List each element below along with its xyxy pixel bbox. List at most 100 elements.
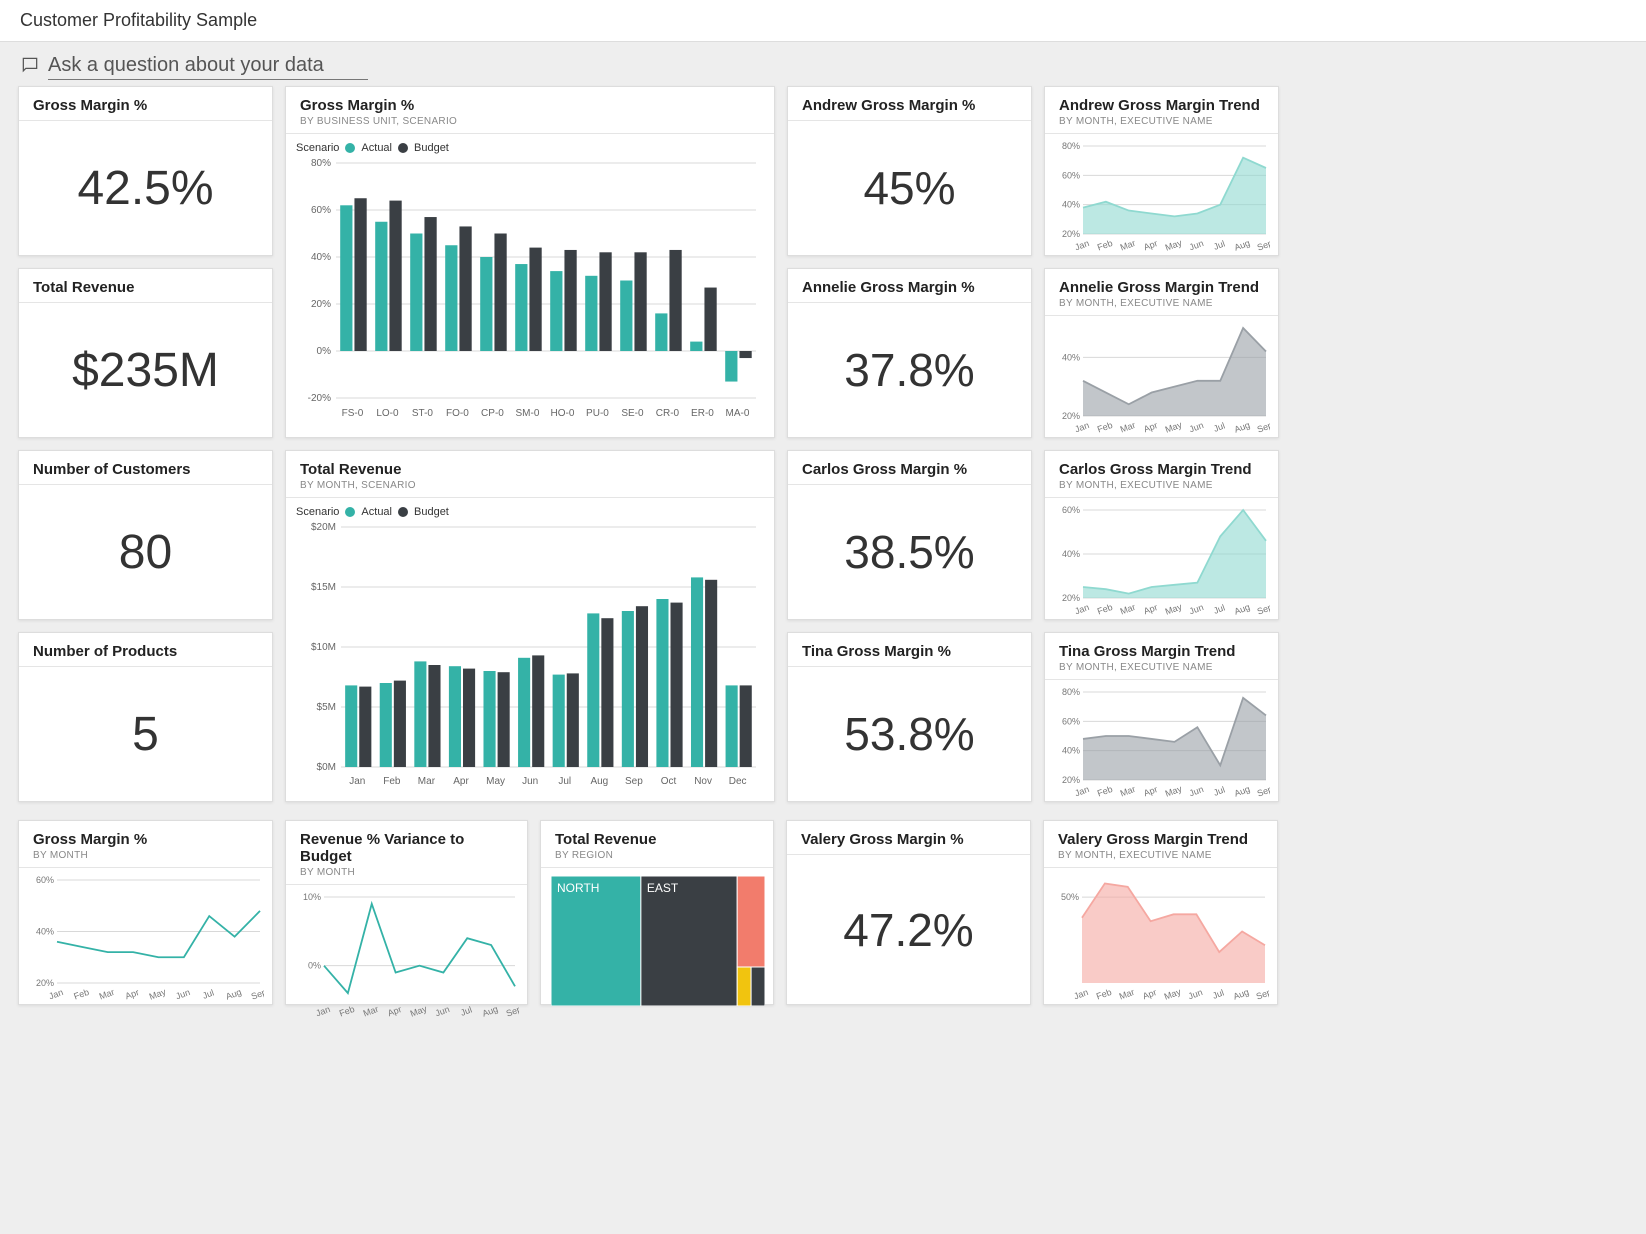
kpi-annelie[interactable]: Annelie Gross Margin % 37.8% [787, 268, 1032, 438]
kpi-value: 80 [19, 485, 272, 619]
chart-title: Total Revenue [300, 461, 760, 478]
svg-text:Mar: Mar [1119, 238, 1137, 252]
chart-subtitle: BY MONTH, EXECUTIVE NAME [1059, 298, 1264, 309]
svg-text:SM-0: SM-0 [515, 408, 539, 419]
svg-text:HO-0: HO-0 [550, 408, 574, 419]
svg-text:Feb: Feb [1096, 238, 1114, 252]
svg-text:Aug: Aug [1233, 238, 1251, 252]
svg-text:CR-0: CR-0 [656, 408, 680, 419]
svg-text:Jun: Jun [434, 1004, 451, 1018]
kpi-title: Carlos Gross Margin % [802, 461, 1017, 478]
svg-text:Jul: Jul [1212, 603, 1226, 616]
svg-text:FO-0: FO-0 [446, 408, 469, 419]
svg-text:CP-0: CP-0 [481, 408, 504, 419]
chart-rev-variance[interactable]: Revenue % Variance to BudgetBY MONTH 0%1… [285, 820, 528, 1005]
svg-text:50%: 50% [1061, 892, 1079, 902]
svg-text:May: May [1163, 986, 1183, 1001]
svg-text:PU-0: PU-0 [586, 408, 609, 419]
chart-subtitle: BY REGION [555, 850, 759, 861]
kpi-num-customers[interactable]: Number of Customers 80 [18, 450, 273, 620]
svg-text:Mar: Mar [98, 987, 116, 1001]
svg-text:May: May [409, 1003, 429, 1018]
svg-text:Jan: Jan [1073, 602, 1090, 616]
svg-text:Mar: Mar [1119, 602, 1137, 616]
treemap-svg: NORTHEAST [551, 876, 765, 1006]
svg-text:0%: 0% [308, 961, 321, 971]
bar-chart-svg: $0M$5M$10M$15M$20MJanFebMarAprMayJunJulA… [296, 522, 761, 792]
svg-text:Jul: Jul [1211, 988, 1225, 1001]
svg-text:Sep: Sep [505, 1004, 519, 1018]
kpi-value: 37.8% [788, 303, 1031, 437]
svg-text:Jul: Jul [558, 776, 571, 787]
svg-text:Feb: Feb [1096, 784, 1114, 798]
trend-carlos[interactable]: Carlos Gross Margin TrendBY MONTH, EXECU… [1044, 450, 1279, 620]
line-chart-svg: 20%40%60%JanFebMarAprMayJunJulAugSep [29, 876, 264, 1001]
chart-treemap-region[interactable]: Total Revenue BY REGION NORTHEAST [540, 820, 774, 1005]
svg-text:20%: 20% [1062, 775, 1080, 785]
chat-icon [20, 55, 40, 80]
svg-text:Apr: Apr [1142, 784, 1159, 798]
chart-subtitle: BY MONTH, EXECUTIVE NAME [1059, 480, 1264, 491]
svg-text:20%: 20% [36, 978, 54, 988]
svg-text:40%: 40% [1062, 200, 1080, 210]
kpi-carlos[interactable]: Carlos Gross Margin % 38.5% [787, 450, 1032, 620]
kpi-gross-margin[interactable]: Gross Margin % 42.5% [18, 86, 273, 256]
trend-annelie[interactable]: Annelie Gross Margin TrendBY MONTH, EXEC… [1044, 268, 1279, 438]
chart-title: Valery Gross Margin Trend [1058, 831, 1263, 848]
kpi-total-revenue[interactable]: Total Revenue $235M [18, 268, 273, 438]
svg-text:Aug: Aug [1233, 784, 1251, 798]
area-chart-svg: 50%JanFebMarAprMayJunJulAugSep [1054, 876, 1269, 1001]
kpi-value: 42.5% [19, 121, 272, 255]
svg-text:Jun: Jun [1188, 238, 1205, 252]
svg-text:Mar: Mar [1119, 420, 1137, 434]
svg-text:May: May [1164, 237, 1184, 252]
svg-text:20%: 20% [1062, 229, 1080, 239]
kpi-value: 38.5% [788, 485, 1031, 619]
chart-subtitle: BY MONTH, EXECUTIVE NAME [1059, 662, 1264, 673]
trend-tina[interactable]: Tina Gross Margin Trend BY MONTH, EXECUTI… [1044, 632, 1279, 802]
svg-text:FS-0: FS-0 [342, 408, 364, 419]
trend-andrew[interactable]: Andrew Gross Margin TrendBY MONTH, EXECU… [1044, 86, 1279, 256]
kpi-title: Total Revenue [33, 279, 258, 296]
svg-text:Feb: Feb [1095, 987, 1113, 1001]
svg-text:Mar: Mar [362, 1004, 380, 1018]
svg-text:Jan: Jan [314, 1004, 331, 1018]
svg-text:$5M: $5M [317, 702, 336, 713]
chart-title: Total Revenue [555, 831, 759, 848]
svg-text:60%: 60% [311, 205, 331, 216]
area-chart-svg: 20%40%60%JanFebMarAprMayJunJulAugSep [1055, 506, 1270, 616]
svg-text:0%: 0% [317, 346, 332, 357]
chart-subtitle: BY MONTH, EXECUTIVE NAME [1059, 116, 1264, 127]
svg-text:Jan: Jan [1073, 238, 1090, 252]
svg-text:May: May [1164, 419, 1184, 434]
svg-text:Jul: Jul [1212, 239, 1226, 252]
svg-text:Feb: Feb [383, 776, 401, 787]
chart-gm-by-bu[interactable]: Gross Margin % BY BUSINESS UNIT, SCENARI… [285, 86, 775, 438]
ask-question-row[interactable]: Ask a question about your data [0, 42, 1646, 86]
svg-text:Jun: Jun [1188, 420, 1205, 434]
area-chart-svg: 20%40%JanFebMarAprMayJunJulAugSep [1055, 324, 1270, 434]
svg-text:40%: 40% [1062, 352, 1080, 362]
kpi-value: 53.8% [788, 667, 1031, 801]
ask-question-input[interactable]: Ask a question about your data [48, 54, 368, 80]
chart-subtitle: BY BUSINESS UNIT, SCENARIO [300, 116, 760, 127]
svg-text:ST-0: ST-0 [412, 408, 434, 419]
svg-text:Jun: Jun [1188, 784, 1205, 798]
svg-text:20%: 20% [1062, 593, 1080, 603]
svg-text:Sep: Sep [1256, 420, 1270, 434]
svg-text:Jun: Jun [1188, 602, 1205, 616]
kpi-num-products[interactable]: Number of Products 5 [18, 632, 273, 802]
svg-text:Jun: Jun [522, 776, 538, 787]
svg-text:$10M: $10M [311, 642, 336, 653]
chart-gm-by-month[interactable]: Gross Margin %BY MONTH 20%40%60%JanFebMa… [18, 820, 273, 1005]
chart-title: Tina Gross Margin Trend [1059, 643, 1264, 660]
kpi-valery[interactable]: Valery Gross Margin % 47.2% [786, 820, 1031, 1005]
svg-text:Jan: Jan [1072, 987, 1089, 1001]
chart-rev-by-month[interactable]: Total Revenue BY MONTH, SCENARIO Scenari… [285, 450, 775, 802]
svg-text:Mar: Mar [418, 776, 436, 787]
kpi-andrew[interactable]: Andrew Gross Margin % 45% [787, 86, 1032, 256]
svg-text:ER-0: ER-0 [691, 408, 714, 419]
trend-valery[interactable]: Valery Gross Margin TrendBY MONTH, EXECU… [1043, 820, 1278, 1005]
svg-text:Sep: Sep [1256, 238, 1270, 252]
kpi-tina[interactable]: Tina Gross Margin % 53.8% [787, 632, 1032, 802]
